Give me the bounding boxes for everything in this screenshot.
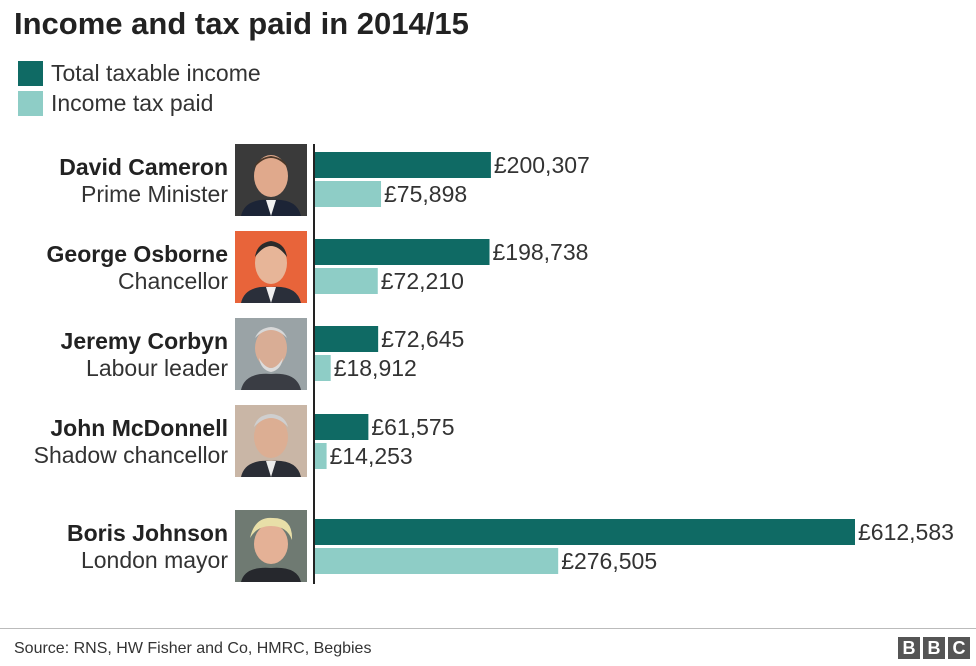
- legend-item-income: Total taxable income: [18, 58, 261, 88]
- legend: Total taxable income Income tax paid: [18, 58, 261, 118]
- chart-title: Income and tax paid in 2014/15: [14, 6, 469, 41]
- person-name: John McDonnell: [50, 415, 228, 441]
- legend-label-income: Total taxable income: [51, 59, 261, 86]
- data-label-income-1: £198,738: [493, 239, 589, 265]
- data-label-tax-2: £18,912: [334, 355, 417, 381]
- bar-tax-3: [314, 443, 327, 469]
- person-name: Boris Johnson: [66, 520, 228, 546]
- category-axis-line: [313, 144, 315, 584]
- legend-label-tax: Income tax paid: [51, 89, 214, 116]
- data-label-tax-4: £276,505: [561, 548, 657, 574]
- data-label-tax-0: £75,898: [384, 181, 467, 207]
- source-note: Source: RNS, HW Fisher and Co, HMRC, Beg…: [14, 640, 372, 657]
- bar-chart: £200,307 £198,738 £72,645 £61,575 £612,583 £7…: [314, 152, 954, 574]
- bbc-logo-letter: B: [923, 637, 945, 659]
- person-role: Prime Minister: [81, 181, 228, 207]
- bar-income-2: [314, 326, 379, 352]
- footer-divider: [0, 628, 976, 629]
- legend-item-tax: Income tax paid: [18, 88, 261, 118]
- data-label-income-3: £61,575: [371, 414, 454, 440]
- bbc-logo: B B C: [898, 637, 970, 659]
- portrait-photo: [235, 231, 307, 303]
- data-label-income-0: £200,307: [494, 152, 590, 178]
- bbc-logo-letter: B: [898, 637, 920, 659]
- person-row-cameron: David Cameron Prime Minister: [0, 144, 310, 218]
- bar-tax-4: [314, 548, 559, 574]
- portrait-photo: [235, 144, 307, 216]
- person-role: Chancellor: [118, 268, 228, 294]
- person-name: Jeremy Corbyn: [60, 328, 228, 354]
- person-row-osborne: George Osborne Chancellor: [0, 231, 310, 305]
- data-label-tax-3: £14,253: [330, 443, 413, 469]
- person-role: London mayor: [80, 547, 228, 573]
- person-name: George Osborne: [46, 241, 228, 267]
- portrait-photo: [235, 318, 307, 390]
- person-row-mcdonnell: John McDonnell Shadow chancellor: [0, 405, 310, 479]
- data-label-income-2: £72,645: [381, 326, 464, 352]
- bar-income-1: [314, 239, 490, 265]
- person-role: Shadow chancellor: [33, 442, 228, 468]
- person-role: Labour leader: [86, 355, 228, 381]
- bar-tax-0: [314, 181, 382, 207]
- legend-swatch-tax: [18, 90, 43, 116]
- person-row-johnson: Boris Johnson London mayor: [0, 510, 310, 584]
- bar-income-3: [314, 414, 369, 440]
- person-row-corbyn: Jeremy Corbyn Labour leader: [0, 318, 310, 392]
- bbc-logo-letter: C: [948, 637, 970, 659]
- bar-tax-1: [314, 268, 378, 294]
- bar-tax-2: [314, 355, 331, 381]
- bar-income-0: [314, 152, 491, 178]
- portrait-photo: [235, 405, 307, 477]
- bar-income-4: [314, 519, 855, 545]
- person-name: David Cameron: [59, 154, 228, 180]
- portrait-photo: [235, 510, 307, 582]
- data-label-tax-1: £72,210: [381, 268, 464, 294]
- legend-swatch-income: [18, 60, 43, 86]
- data-label-income-4: £612,583: [858, 519, 954, 545]
